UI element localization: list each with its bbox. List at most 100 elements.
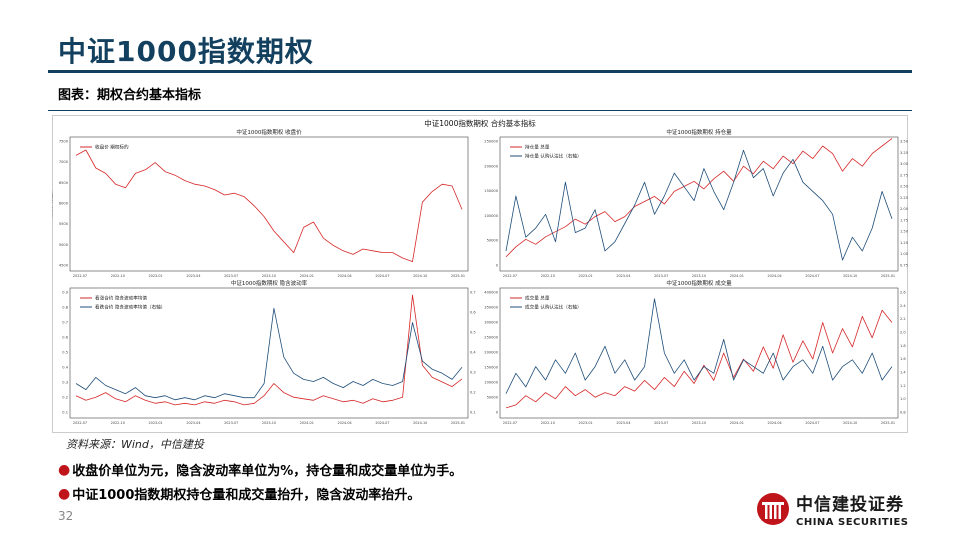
y-tick-label-right: 1.4 bbox=[900, 371, 906, 375]
y-tick-label: 50000 bbox=[487, 239, 499, 243]
y-tick-label: 400000 bbox=[484, 291, 498, 295]
y-tick-label-right: 3.50 bbox=[900, 140, 908, 144]
x-tick-label: 2023-07 bbox=[224, 421, 238, 425]
x-tick-label: 2024-04 bbox=[338, 421, 352, 425]
x-tick-label: 2023-04 bbox=[616, 274, 630, 278]
y-tick-label-right: 2.2 bbox=[900, 317, 906, 321]
legend-label: 看跌合约 隐含波动率均值（右轴） bbox=[95, 304, 165, 311]
y-tick-label-right: 1.0 bbox=[900, 397, 906, 401]
x-tick-label: 2024-01 bbox=[300, 421, 314, 425]
title-rule bbox=[48, 70, 912, 73]
panel-title: 中证1000指数期权 持仓量 bbox=[666, 128, 732, 136]
x-tick-label: 2023-01 bbox=[579, 421, 593, 425]
panel-axes-frame bbox=[499, 287, 899, 419]
x-tick-label: 2025-01 bbox=[881, 274, 895, 278]
x-tick-label: 2024-01 bbox=[300, 274, 314, 278]
x-tick-label: 2024-10 bbox=[413, 421, 427, 425]
y-tick-label-right: 0.2 bbox=[470, 391, 476, 395]
y-tick-label: 0.7 bbox=[62, 321, 68, 325]
y-tick-label: 7500 bbox=[59, 140, 69, 144]
series-line bbox=[75, 307, 463, 401]
x-tick-label: 2025-01 bbox=[451, 421, 465, 425]
bullet-text: 收盘价单位为元，隐含波动率单位为%，持仓量和成交量单位为手。 bbox=[72, 464, 463, 479]
y-tick-label-right: 3.25 bbox=[900, 151, 908, 155]
x-tick-label: 2024-10 bbox=[413, 274, 427, 278]
panel-title: 中证1000指数期权 隐含波动率 bbox=[231, 279, 308, 287]
x-tick-label: 2023-07 bbox=[224, 274, 238, 278]
y-tick-label: 6500 bbox=[59, 181, 69, 185]
x-tick-label: 2022-07 bbox=[73, 274, 87, 278]
x-tick-label: 2023-04 bbox=[186, 421, 200, 425]
logo-name-en: CHINA SECURITIES bbox=[796, 517, 909, 528]
y-tick-label: 100000 bbox=[484, 381, 498, 385]
panel-axes-frame bbox=[69, 287, 469, 419]
figure-panel: 中证1000指数期权 合约基本指标 中证1000指数期权 收盘价 7500 7000 6… bbox=[52, 115, 908, 433]
y-tick-label: 0 bbox=[496, 264, 499, 268]
citic-logo-icon bbox=[757, 493, 789, 525]
x-tick-label: 2022-07 bbox=[73, 421, 87, 425]
caption-rule bbox=[48, 110, 912, 111]
y-tick-label: 250000 bbox=[484, 140, 498, 144]
y-tick-label: 5000 bbox=[59, 243, 69, 247]
company-logo: 中信建投证券 CHINA SECURITIES bbox=[756, 490, 909, 528]
x-tick-label: 2025-01 bbox=[881, 421, 895, 425]
y-tick-label-right: 0.1 bbox=[470, 411, 476, 415]
x-tick-label: 2024-01 bbox=[730, 274, 744, 278]
logo-name-cn: 中信建投证券 bbox=[796, 495, 904, 515]
x-tick-label: 2024-01 bbox=[730, 421, 744, 425]
y-tick-label: 5500 bbox=[59, 222, 69, 226]
panel-axes-frame bbox=[69, 136, 469, 272]
x-tick-label: 2023-10 bbox=[262, 421, 276, 425]
x-tick-label: 2023-04 bbox=[616, 421, 630, 425]
y-tick-label: 0.2 bbox=[62, 396, 68, 400]
y-tick-label: 300000 bbox=[484, 321, 498, 325]
x-tick-label: 2023-07 bbox=[654, 274, 668, 278]
bullet-item: ● 收盘价单位为元，隐含波动率单位为%，持仓量和成交量单位为手。 bbox=[58, 460, 463, 480]
x-tick-label: 2024-07 bbox=[375, 421, 389, 425]
x-tick-label: 2022-10 bbox=[541, 421, 555, 425]
y-tick-label: 6000 bbox=[59, 202, 69, 206]
y-tick-label-right: 0.6 bbox=[470, 311, 476, 315]
page-title: 中证1000指数期权 bbox=[58, 35, 314, 68]
x-tick-label: 2025-01 bbox=[451, 274, 465, 278]
y-axis-label: 期权标的收盘价 bbox=[52, 190, 53, 218]
x-tick-label: 2024-10 bbox=[843, 421, 857, 425]
x-tick-label: 2023-01 bbox=[579, 274, 593, 278]
x-tick-label: 2024-07 bbox=[375, 274, 389, 278]
x-tick-label: 2023-10 bbox=[262, 274, 276, 278]
legend-label: 持仓量 总量 bbox=[525, 144, 550, 151]
y-tick-label-right: 1.50 bbox=[900, 230, 908, 234]
bullet-item: ● 中证1000指数期权持仓量和成交量抬升，隐含波动率抬升。 bbox=[58, 484, 421, 504]
y-tick-label-right: 1.25 bbox=[900, 241, 908, 245]
x-tick-label: 2024-10 bbox=[843, 274, 857, 278]
legend-label: 看涨合约 隐含波动率均值 bbox=[95, 295, 147, 302]
x-tick-label: 2022-10 bbox=[111, 421, 125, 425]
y-tick-label: 200000 bbox=[484, 164, 498, 168]
bullet-text: 中证1000指数期权持仓量和成交量抬升，隐含波动率抬升。 bbox=[72, 488, 421, 503]
y-tick-label: 4500 bbox=[59, 264, 69, 268]
x-tick-label: 2022-10 bbox=[111, 274, 125, 278]
legend-label: 持仓量 认购认沽比（右轴） bbox=[525, 153, 582, 160]
x-tick-label: 2022-07 bbox=[503, 274, 517, 278]
y-tick-label: 0.4 bbox=[62, 366, 68, 370]
y-tick-label-right: 2.75 bbox=[900, 173, 908, 177]
x-tick-label: 2023-10 bbox=[692, 274, 706, 278]
y-tick-label: 0.6 bbox=[62, 336, 68, 340]
series-line bbox=[75, 294, 463, 406]
figure-frame bbox=[52, 115, 908, 433]
y-tick-label: 100000 bbox=[484, 214, 498, 218]
y-tick-label-right: 2.4 bbox=[900, 304, 906, 308]
x-tick-label: 2024-07 bbox=[805, 421, 819, 425]
y-tick-label-right: 3.00 bbox=[900, 162, 908, 166]
panel-axes-frame bbox=[499, 136, 899, 272]
figure-caption: 图表：期权合约基本指标 bbox=[58, 88, 202, 103]
y-tick-label-right: 0.3 bbox=[470, 371, 476, 375]
x-tick-label: 2023-10 bbox=[692, 421, 706, 425]
y-tick-label-right: 2.50 bbox=[900, 185, 908, 189]
y-tick-label-right: 2.0 bbox=[900, 331, 906, 335]
legend-label: 成交量 认购认沽比（右轴） bbox=[525, 304, 582, 311]
y-tick-label: 50000 bbox=[487, 396, 499, 400]
y-tick-label: 200000 bbox=[484, 351, 498, 355]
y-tick-label-right: 0.4 bbox=[470, 351, 476, 355]
panel-title: 中证1000指数期权 成交量 bbox=[666, 279, 732, 287]
